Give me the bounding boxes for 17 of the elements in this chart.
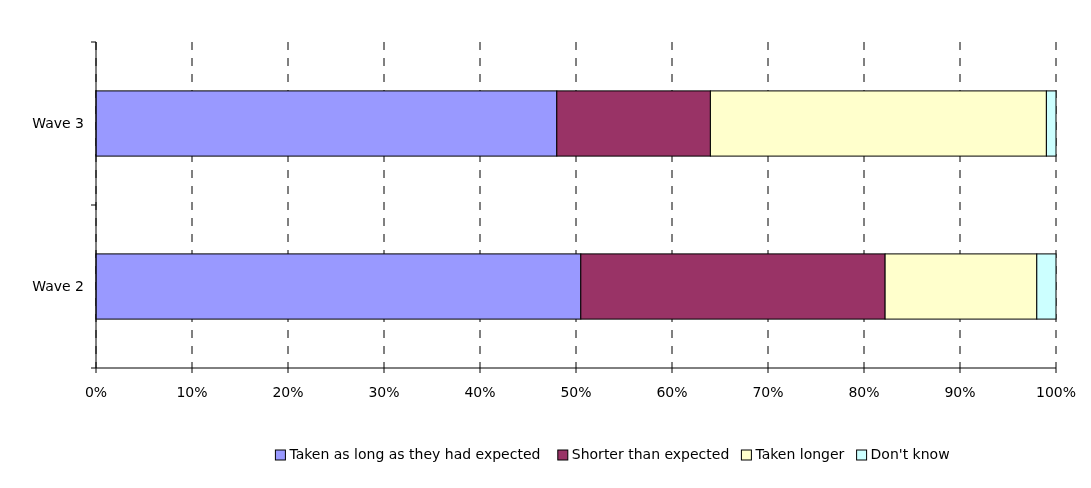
x-tick-label: 100% [1035,384,1077,400]
y-tick-label: Wave 3 [32,114,84,131]
x-tick-label: 0% [84,384,108,400]
x-tick-label: 60% [656,384,688,400]
x-tick-label: 50% [560,384,592,400]
x-tick-label: 90% [944,384,976,400]
x-tick-label: 80% [848,384,880,400]
legend-label: Shorter than expected [571,446,730,462]
y-tick-label: Wave 2 [32,277,84,294]
legend-label: Don't know [870,446,950,462]
x-tick-label: 40% [464,384,496,400]
x-tick-label: 70% [752,384,784,400]
x-tick-label: 10% [176,384,208,400]
x-tick-label: 30% [368,384,400,400]
legend-label: Taken longer [754,446,845,462]
x-tick-label: 20% [272,384,304,400]
legend-label: Taken as long as they had expected [288,446,541,462]
